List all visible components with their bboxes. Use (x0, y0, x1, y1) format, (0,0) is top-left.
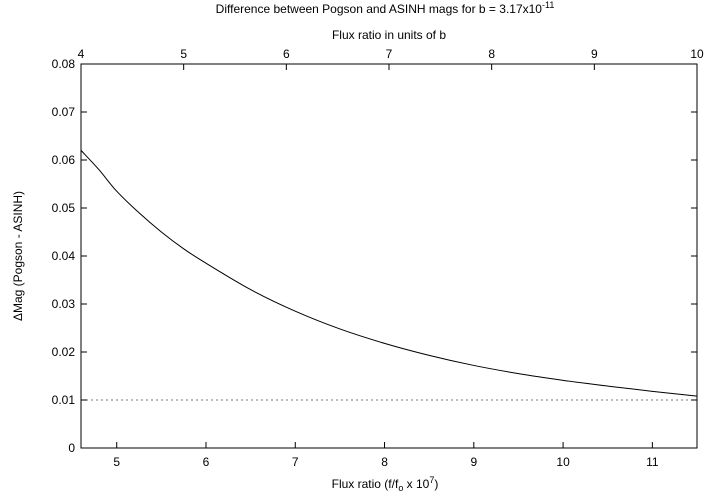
top-tick-label: 6 (283, 47, 290, 61)
series-line (80, 150, 698, 397)
x-tick-label: 6 (203, 455, 210, 469)
y-tick-label: 0.05 (52, 201, 76, 215)
x-tick-label: 11 (646, 455, 659, 469)
y-axis-label: ΔMag (Pogson - ASINH) (11, 191, 25, 321)
y-tick-label: 0.06 (52, 153, 76, 167)
top-tick-label: 9 (591, 47, 598, 61)
x-tick-label: 7 (292, 455, 299, 469)
top-tick-label: 8 (488, 47, 495, 61)
y-axis-ticks: 0 0.01 0.02 0.03 0.04 0.05 0.06 0.07 0.08 (52, 57, 697, 455)
x-tick-label: 9 (470, 455, 477, 469)
x-tick-label: 5 (113, 455, 120, 469)
y-tick-label: 0.02 (52, 345, 76, 359)
x-tick-label: 8 (381, 455, 388, 469)
x-tick-label: 10 (556, 455, 570, 469)
top-tick-label: 10 (690, 47, 704, 61)
y-tick-label: 0.01 (52, 393, 76, 407)
y-tick-label: 0.07 (52, 105, 76, 119)
chart-title: Difference between Pogson and ASINH mags… (216, 0, 555, 16)
x-axis-ticks: 5 6 7 8 9 10 11 (113, 442, 659, 469)
series-layer (80, 150, 698, 397)
top-tick-label: 7 (386, 47, 393, 61)
plot-frame (80, 63, 698, 449)
y-tick-label: 0.03 (52, 297, 76, 311)
x-axis-label: Flux ratio (f/fo x 107) (332, 475, 439, 493)
y-tick-label: 0 (68, 441, 75, 455)
y-tick-label: 0.04 (52, 249, 76, 263)
top-axis-ticks: 4 5 6 7 8 9 10 (78, 47, 704, 70)
top-tick-label: 5 (180, 47, 187, 61)
top-tick-label: 4 (78, 47, 85, 61)
top-axis-label: Flux ratio in units of b (332, 28, 446, 42)
y-tick-label: 0.08 (52, 57, 76, 71)
